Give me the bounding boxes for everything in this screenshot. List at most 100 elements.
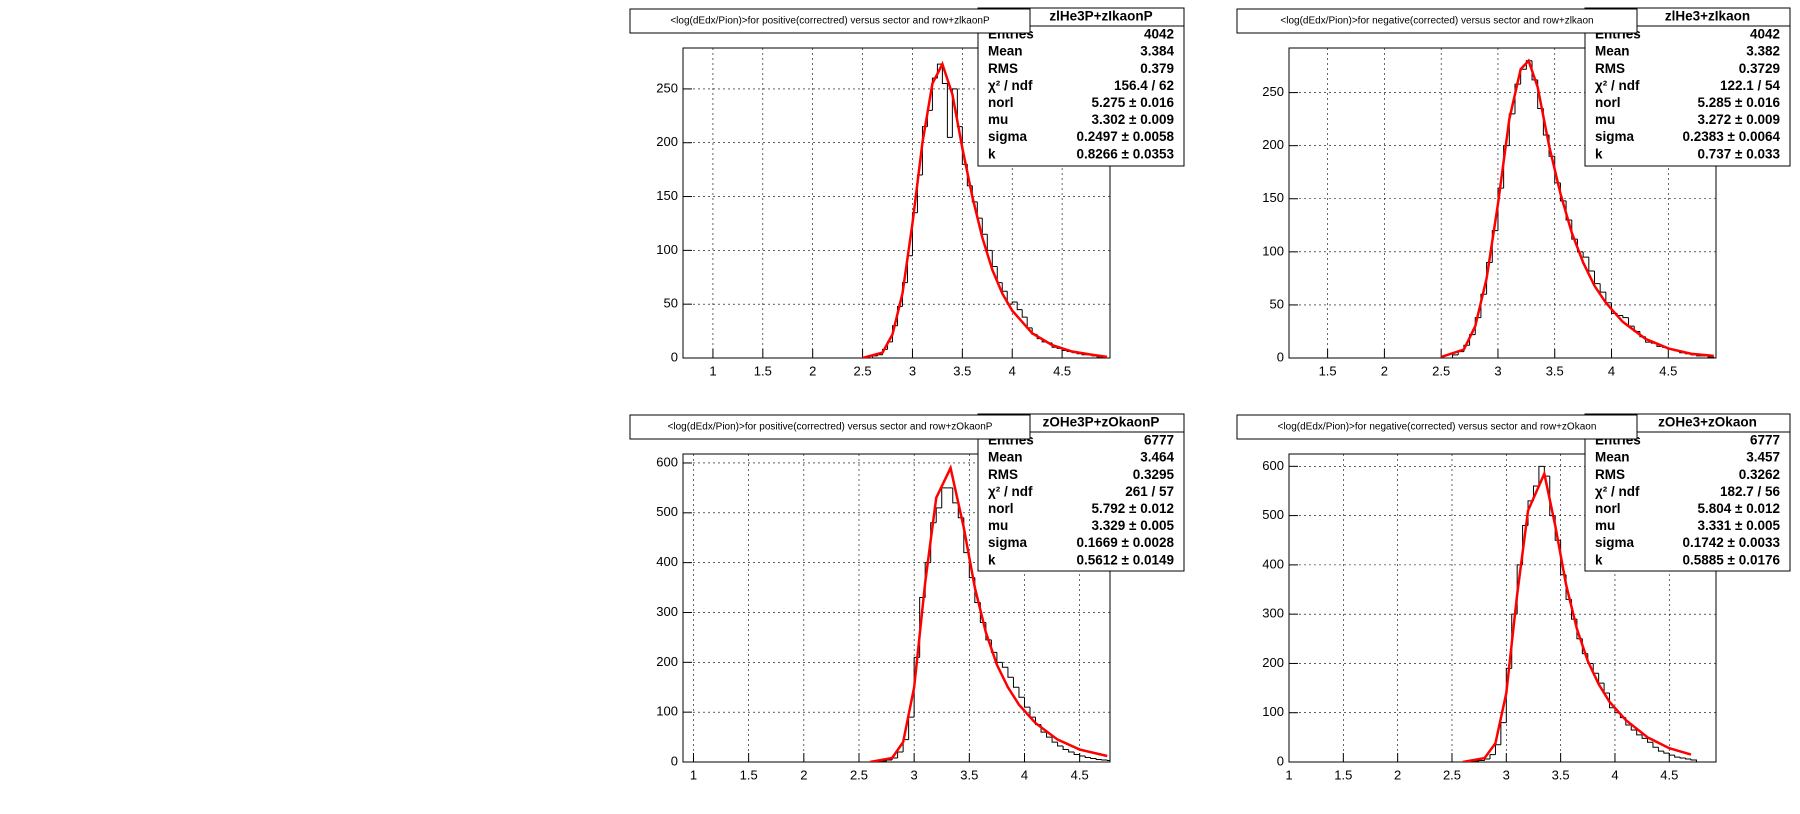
histogram-bin bbox=[1674, 755, 1681, 758]
histogram-bin bbox=[1018, 687, 1025, 698]
stats-value: 5.285 ± 0.016 bbox=[1698, 95, 1781, 110]
y-tick-label: 0 bbox=[1277, 753, 1284, 768]
histogram-bin bbox=[911, 212, 918, 256]
stats-label: Mean bbox=[1595, 450, 1630, 465]
histogram-bin bbox=[896, 305, 903, 326]
histogram-bin bbox=[1001, 282, 1008, 292]
y-tick-label: 400 bbox=[1262, 556, 1284, 571]
x-tick-label: 1.5 bbox=[740, 767, 758, 782]
histogram-bin bbox=[897, 751, 904, 759]
histogram-bin bbox=[1497, 187, 1504, 231]
histogram-bin bbox=[886, 759, 893, 762]
histogram-bin bbox=[1630, 725, 1637, 731]
stats-label: sigma bbox=[988, 535, 1028, 550]
x-tick-label: 3 bbox=[911, 767, 918, 782]
stats-label: k bbox=[1595, 552, 1603, 567]
x-tick-label: 3 bbox=[909, 363, 916, 378]
stats-value: 3.302 ± 0.009 bbox=[1092, 112, 1174, 127]
x-tick-label: 4.5 bbox=[1659, 363, 1677, 378]
histogram-bin bbox=[1051, 737, 1058, 743]
x-tick-label: 2 bbox=[1394, 767, 1401, 782]
stats-title: zOHe3P+zOkaonP bbox=[1043, 415, 1160, 430]
histogram-bin bbox=[951, 88, 958, 138]
stats-value: 0.8266 ± 0.0353 bbox=[1077, 146, 1175, 161]
title-box bbox=[1236, 8, 1638, 34]
stats-value: 3.384 bbox=[1140, 44, 1174, 59]
stats-value: 3.457 bbox=[1746, 450, 1780, 465]
histogram-bin bbox=[946, 83, 953, 138]
y-tick-label: 100 bbox=[656, 704, 678, 719]
stats-title: zlHe3+zIkaon bbox=[1665, 9, 1750, 24]
histogram-bin bbox=[1520, 68, 1527, 85]
plot-frame bbox=[1288, 47, 1717, 359]
y-tick-label: 0 bbox=[671, 753, 678, 768]
x-tick-label: 1 bbox=[709, 363, 716, 378]
y-tick-label: 0 bbox=[1277, 349, 1284, 364]
histogram-bin bbox=[1668, 753, 1675, 756]
histogram-bin bbox=[1095, 758, 1102, 761]
x-tick-label: 1.5 bbox=[1334, 767, 1352, 782]
y-tick-label: 200 bbox=[1262, 137, 1284, 152]
stats-box bbox=[977, 413, 1185, 572]
histogram-bin bbox=[1679, 757, 1686, 759]
stats-value: 0.737 ± 0.033 bbox=[1698, 146, 1781, 161]
stats-value: 3.331 ± 0.005 bbox=[1698, 518, 1781, 533]
x-tick-label: 1.5 bbox=[754, 363, 772, 378]
x-tick-label: 4.5 bbox=[1071, 767, 1089, 782]
stats-value: 0.2383 ± 0.0064 bbox=[1683, 129, 1781, 144]
histogram-bin bbox=[1641, 734, 1648, 739]
stats-box bbox=[977, 7, 1185, 167]
histogram-bin bbox=[1012, 677, 1019, 688]
histogram-bin bbox=[1576, 239, 1584, 253]
plot-frame bbox=[682, 47, 1111, 359]
stats-label: Mean bbox=[988, 44, 1023, 59]
title-box bbox=[629, 414, 1031, 440]
x-tick-label: 2 bbox=[800, 767, 807, 782]
histogram-bin bbox=[1636, 729, 1643, 736]
stats-label: mu bbox=[1595, 518, 1615, 533]
histogram-bin bbox=[941, 487, 948, 508]
histogram-bin bbox=[941, 64, 948, 85]
histogram-bin bbox=[1491, 230, 1498, 263]
stats-value: 0.379 bbox=[1140, 61, 1174, 76]
x-tick-label: 1 bbox=[1285, 767, 1292, 782]
stats-label: sigma bbox=[988, 129, 1028, 144]
y-tick-label: 0 bbox=[671, 349, 678, 364]
histogram-bin bbox=[1503, 145, 1510, 189]
stats-value: 0.2497 ± 0.0058 bbox=[1077, 129, 1175, 144]
plot-frame bbox=[682, 453, 1111, 763]
x-tick-label: 4 bbox=[1021, 767, 1028, 782]
stats-label: RMS bbox=[988, 467, 1018, 482]
histogram-bin bbox=[1652, 742, 1659, 748]
histogram-bin bbox=[1690, 759, 1697, 762]
histogram-bin bbox=[1647, 738, 1653, 743]
title-box bbox=[1236, 414, 1638, 440]
histogram-bin bbox=[1598, 673, 1605, 684]
histogram-bin bbox=[1603, 683, 1610, 694]
title-box bbox=[629, 8, 1031, 34]
stats-box bbox=[1584, 413, 1791, 572]
stats-label: k bbox=[1595, 146, 1603, 161]
histogram-bin bbox=[1514, 83, 1521, 114]
fit-curve bbox=[862, 60, 1108, 358]
histogram-bin bbox=[1068, 749, 1075, 753]
chart-title: <log(dEdx/Pion)>for positive(correctred)… bbox=[668, 422, 993, 433]
y-tick-label: 600 bbox=[656, 454, 678, 469]
x-tick-label: 4 bbox=[1009, 363, 1016, 378]
stats-label: mu bbox=[988, 518, 1008, 533]
histogram-bin bbox=[1090, 757, 1097, 760]
histogram-bin bbox=[1622, 315, 1629, 319]
histogram-bin bbox=[1525, 60, 1533, 70]
y-tick-label: 200 bbox=[656, 134, 678, 149]
stats-value: 5.275 ± 0.016 bbox=[1092, 95, 1175, 110]
stats-value: 4042 bbox=[1144, 27, 1174, 42]
histogram-bin bbox=[1599, 283, 1606, 293]
stats-value: 0.3295 bbox=[1133, 467, 1175, 482]
y-tick-label: 100 bbox=[1262, 704, 1284, 719]
histogram-bin bbox=[1565, 200, 1572, 221]
x-tick-label: 2.5 bbox=[854, 363, 872, 378]
stats-label: norl bbox=[988, 95, 1014, 110]
histogram-bin bbox=[1106, 760, 1110, 762]
stats-value: 0.5612 ± 0.0149 bbox=[1077, 552, 1175, 567]
stats-value: 0.1742 ± 0.0033 bbox=[1683, 535, 1781, 550]
